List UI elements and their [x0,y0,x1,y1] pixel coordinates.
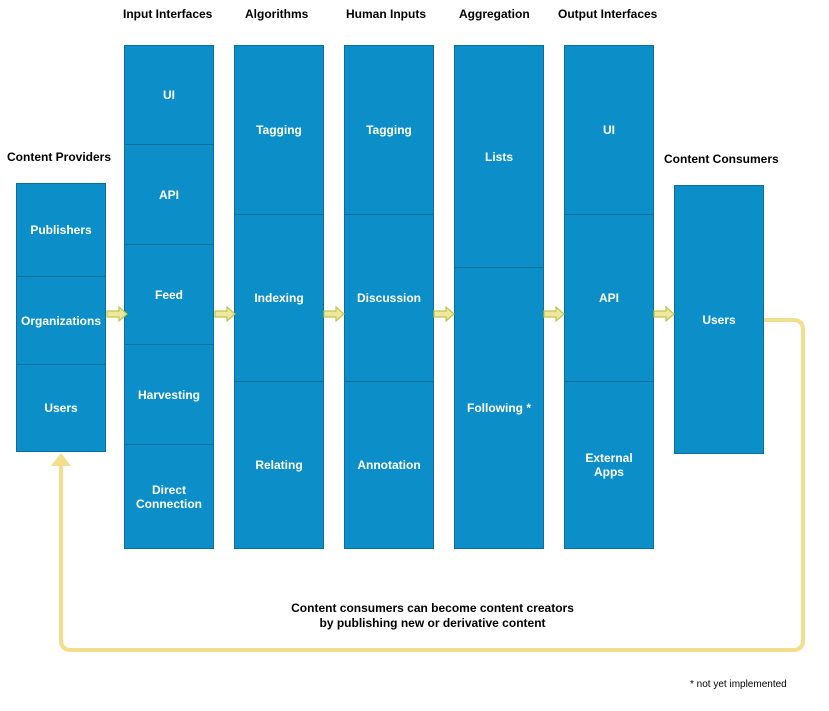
content-consumers-box: Users [674,185,764,454]
cell-users: Users [702,312,736,327]
aggregation-box: Lists Following * [454,45,544,549]
cell-users: Users [17,364,105,451]
cell-api: API [125,144,213,244]
heading-algorithms: Algorithms [245,7,309,21]
heading-content-providers: Content Providers [7,150,112,164]
heading-human-inputs: Human Inputs [346,7,426,21]
cell-feed: Feed [125,244,213,344]
algorithms-box: Tagging Indexing Relating [234,45,324,549]
content-providers-box: Publishers Organizations Users [16,183,106,452]
cell-tagging: Tagging [256,123,302,137]
loop-note: Content consumers can become content cre… [291,601,574,630]
cell-organizations: Organizations [17,276,105,364]
cell-lists: Lists [484,149,513,164]
cell-ui: UI [603,123,615,137]
flow-arrow-icon [543,306,565,322]
flow-arrow-icon [653,306,675,322]
heading-input-interfaces: Input Interfaces [123,7,213,21]
loop-arrowhead-icon [51,453,71,466]
footnote: * not yet implemented [690,679,787,690]
cell-annotation: Annotation [345,381,433,548]
flow-arrow-icon [433,306,455,322]
heading-content-consumers: Content Consumers [664,152,779,166]
flow-arrow-icon [106,306,128,322]
cell-direct-connection: Direct Connection [125,444,213,548]
cell-relating: Relating [235,381,323,548]
cell-tagging: Tagging [366,123,412,137]
cell-publishers: Publishers [30,223,92,237]
flow-arrow-icon [214,306,236,322]
output-interfaces-box: UI API External Apps [564,45,654,549]
input-interfaces-box: UI API Feed Harvesting Direct Connection [124,45,214,549]
heading-output-interfaces: Output Interfaces [558,7,658,21]
cell-external-apps: External Apps [565,381,653,548]
cell-harvesting: Harvesting [125,344,213,444]
human-inputs-box: Tagging Discussion Annotation [344,45,434,549]
cell-indexing: Indexing [235,214,323,381]
cell-ui: UI [163,88,175,102]
cell-api: API [565,214,653,381]
heading-aggregation: Aggregation [459,7,530,21]
cell-following: Following * [455,267,543,548]
flow-arrow-icon [323,306,345,322]
cell-discussion: Discussion [345,214,433,381]
